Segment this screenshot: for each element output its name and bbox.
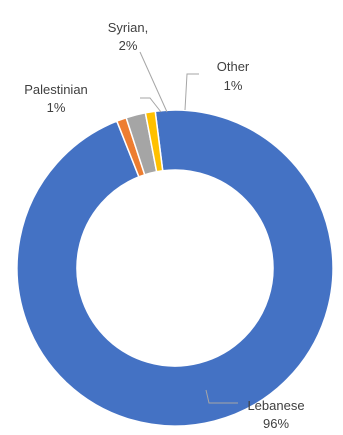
leader-line-other (184, 73, 199, 111)
label-palestinian-value: 1% (47, 100, 66, 115)
label-syrian-value: 2% (119, 38, 138, 53)
label-lebanese-name: Lebanese (247, 398, 304, 413)
leader-line-syrian (139, 51, 168, 113)
label-palestinian-name: Palestinian (24, 82, 88, 97)
slices-group (16, 109, 334, 427)
leader-line-palestinian (140, 97, 162, 113)
leader-line-lebanese (205, 389, 238, 404)
slice-lebanese (16, 109, 334, 427)
label-lebanese-value: 96% (263, 416, 289, 431)
label-syrian-name: Syrian, (108, 20, 148, 35)
data-labels: Syrian, 2% Palestinian 1% Other 1% Leban… (24, 20, 304, 431)
slice-other (144, 110, 164, 173)
label-other-value: 1% (224, 78, 243, 93)
leader-lines (139, 51, 238, 404)
label-other-name: Other (217, 59, 250, 74)
